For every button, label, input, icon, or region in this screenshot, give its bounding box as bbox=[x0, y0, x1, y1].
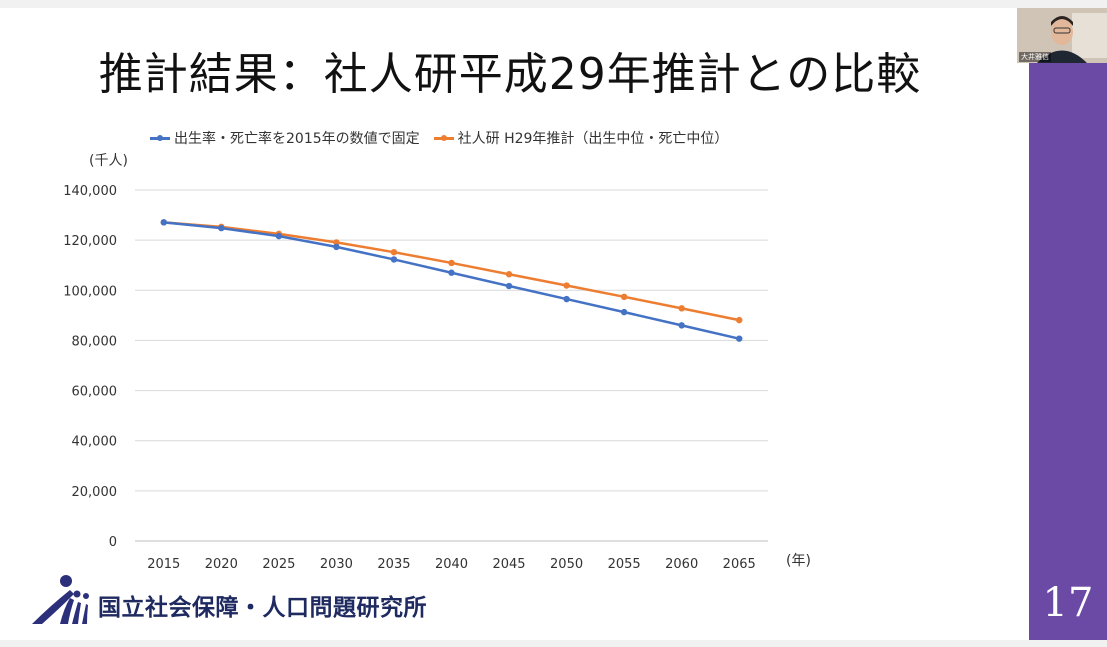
x-tick-label: 2065 bbox=[723, 557, 756, 572]
data-point bbox=[218, 224, 225, 232]
organization-name: 国立社会保障・人口問題研究所 bbox=[98, 595, 427, 621]
ipss-logo-icon bbox=[32, 575, 89, 624]
data-point bbox=[160, 219, 167, 226]
chart-legend: 出生率・死亡率を2015年の数値で固定 社人研 H29年推計（出生中位・死亡中位… bbox=[150, 128, 728, 148]
organization-logo-block: 国立社会保障・人口問題研究所 bbox=[30, 574, 427, 626]
slide-sidebar bbox=[1029, 62, 1107, 640]
legend-item-fixed: 出生率・死亡率を2015年の数値で固定 bbox=[150, 128, 420, 148]
x-tick-label: 2045 bbox=[492, 557, 525, 572]
y-tick-label: 80,000 bbox=[72, 334, 118, 349]
y-tick-label: 0 bbox=[109, 535, 117, 550]
data-point bbox=[333, 243, 340, 251]
x-tick-label: 2040 bbox=[435, 557, 468, 572]
legend-label-fixed: 出生率・死亡率を2015年の数値で固定 bbox=[174, 131, 420, 147]
data-point bbox=[448, 259, 455, 267]
y-tick-label: 40,000 bbox=[72, 435, 118, 450]
slide-number: 17 bbox=[1042, 580, 1094, 626]
x-tick-label: 2035 bbox=[377, 557, 410, 572]
legend-item-ipss: 社人研 H29年推計（出生中位・死亡中位） bbox=[433, 128, 729, 148]
data-point bbox=[333, 239, 340, 246]
x-tick-label: 2055 bbox=[608, 557, 641, 572]
data-point bbox=[448, 269, 455, 276]
legend-swatch-fixed-icon bbox=[150, 133, 170, 143]
data-point bbox=[505, 271, 513, 278]
y-tick-label: 20,000 bbox=[72, 485, 118, 500]
data-point bbox=[390, 256, 398, 263]
data-point bbox=[563, 295, 570, 303]
data-point bbox=[678, 322, 685, 329]
y-tick-label: 60,000 bbox=[72, 385, 118, 400]
slide-title: 推計結果：社人研平成29年推計との比較 bbox=[98, 49, 922, 100]
y-tick-label: 100,000 bbox=[63, 284, 117, 299]
top-bar bbox=[0, 0, 1107, 8]
x-tick-label: 2020 bbox=[205, 557, 238, 572]
x-tick-label: 2025 bbox=[262, 557, 295, 572]
presenter-avatar-icon bbox=[1017, 8, 1107, 63]
legend-swatch-ipss-icon bbox=[433, 133, 454, 143]
video-thumbnail[interactable]: 大井雅信 bbox=[1017, 8, 1107, 63]
video-name-label: 大井雅信 bbox=[1019, 52, 1051, 62]
data-point bbox=[678, 305, 685, 312]
x-tick-label: 2030 bbox=[320, 557, 353, 572]
data-point bbox=[620, 308, 628, 316]
x-tick-label: 2015 bbox=[147, 557, 180, 572]
data-point bbox=[275, 232, 283, 240]
x-tick-label: 2050 bbox=[550, 557, 583, 572]
legend-label-ipss: 社人研 H29年推計（出生中位・死亡中位） bbox=[457, 131, 729, 147]
data-point bbox=[390, 248, 398, 256]
data-point bbox=[563, 282, 570, 289]
y-tick-label: 140,000 bbox=[63, 184, 117, 199]
bottom-bar bbox=[0, 640, 1107, 647]
x-axis-unit: (年) bbox=[786, 553, 811, 569]
x-tick-label: 2060 bbox=[665, 557, 698, 572]
data-point bbox=[505, 282, 513, 290]
data-point bbox=[736, 316, 743, 324]
y-tick-label: 120,000 bbox=[63, 234, 117, 249]
data-point bbox=[736, 335, 743, 342]
y-axis-unit: (千人) bbox=[89, 153, 128, 169]
data-point bbox=[620, 293, 628, 301]
